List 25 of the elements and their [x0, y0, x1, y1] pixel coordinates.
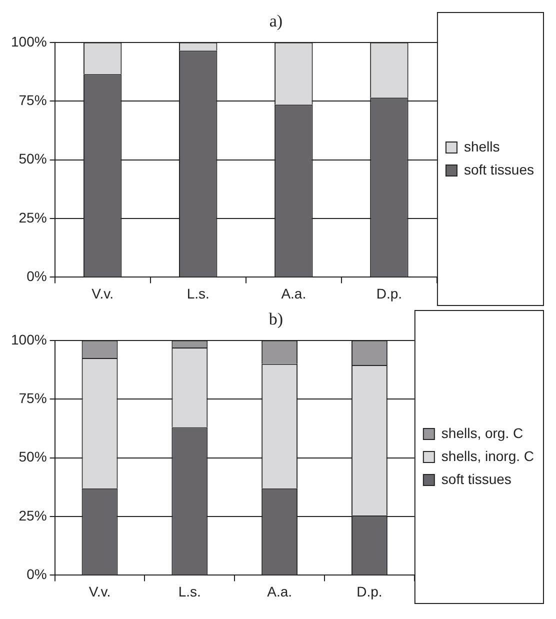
- y-tick-label: 75%: [18, 390, 47, 406]
- x-tick-label: L.s.: [186, 285, 210, 302]
- x-tick-label: L.s.: [178, 583, 201, 600]
- x-tick-label: A.a.: [267, 583, 292, 600]
- y-tick-label: 75%: [18, 92, 47, 108]
- x-tick-label: V.v.: [92, 285, 114, 302]
- legend-label: shells, org. C: [441, 424, 524, 441]
- y-tick-label: 0%: [26, 566, 47, 582]
- x-tick-label: D.p.: [356, 583, 382, 600]
- legend-label: soft tissues: [464, 161, 534, 178]
- y-tick-label: 100%: [10, 331, 47, 348]
- legend-label: shells: [464, 138, 500, 154]
- chart-title: a): [269, 12, 283, 31]
- y-tick-label: 0%: [26, 268, 47, 284]
- y-tick-label: 25%: [18, 507, 47, 524]
- x-tick-label: V.v.: [88, 583, 111, 600]
- y-tick-label: 25%: [18, 209, 47, 226]
- x-tick-label: A.a.: [281, 285, 306, 302]
- legend-label: shells, inorg. C: [441, 448, 534, 464]
- y-tick-label: 50%: [18, 150, 47, 167]
- chart-title: b): [268, 310, 284, 329]
- y-tick-label: 100%: [10, 33, 47, 50]
- x-tick-label: D.p.: [376, 285, 402, 302]
- y-tick-label: 50%: [18, 448, 47, 465]
- legend-label: soft tissues: [441, 470, 512, 487]
